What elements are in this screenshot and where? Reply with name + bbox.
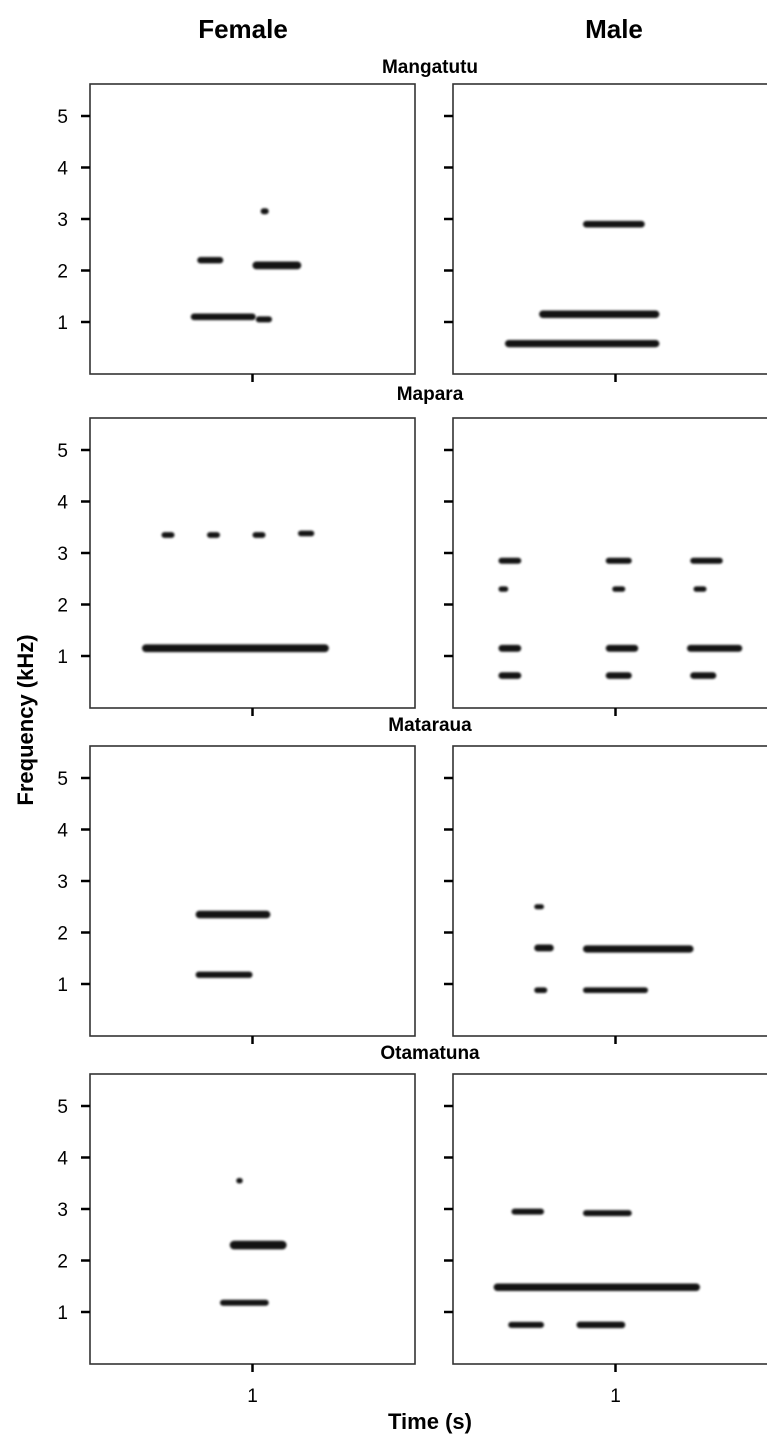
band-mangatutu-female-2 — [197, 257, 224, 264]
row-title-mapara: Mapara — [397, 384, 464, 405]
y-tick-label: 4 — [57, 159, 68, 180]
panel-frame — [89, 417, 416, 709]
y-tick-label: 3 — [57, 210, 68, 231]
band-mangatutu-male-2 — [583, 220, 645, 228]
y-tick-label: 1 — [57, 975, 68, 996]
band-mataraua-female-1 — [195, 971, 253, 978]
band-otamatuna-male-0 — [493, 1283, 700, 1292]
panel-frame — [89, 1073, 416, 1365]
band-otamatuna-male-1 — [511, 1208, 544, 1215]
band-mapara-male-11 — [693, 586, 707, 592]
y-tick-label: 1 — [57, 647, 68, 668]
y-tick-label: 4 — [57, 821, 68, 842]
band-mapara-male-3 — [498, 586, 509, 592]
band-mapara-female-2 — [207, 532, 220, 538]
row-title-mangatutu: Mangatutu — [382, 57, 478, 78]
panel-frame — [452, 1073, 767, 1365]
y-tick-label: 3 — [57, 544, 68, 565]
band-mataraua-male-3 — [583, 987, 648, 994]
band-mataraua-female-0 — [195, 910, 271, 919]
y-tick-label: 1 — [57, 313, 68, 334]
panel-mataraua-female: 1 2 3 4 5 — [57, 745, 416, 1044]
x-tick-label: 1 — [610, 1386, 621, 1407]
band-mataraua-male-4 — [534, 904, 544, 910]
band-mataraua-male-0 — [534, 944, 554, 952]
band-mapara-male-8 — [690, 672, 717, 679]
row-title-otamatuna: Otamatuna — [380, 1043, 480, 1064]
band-mataraua-male-2 — [534, 987, 548, 994]
band-mangatutu-female-0 — [190, 313, 256, 321]
band-mangatutu-male-1 — [539, 310, 660, 319]
band-otamatuna-female-2 — [236, 1177, 243, 1184]
y-axis-label: Frequency (kHz) — [13, 634, 38, 805]
band-mapara-male-9 — [687, 644, 743, 652]
panel-mangatutu-female: 1 2 3 4 5 — [57, 83, 416, 382]
y-tick-label: 1 — [57, 1303, 68, 1324]
panel-otamatuna-female: 1 2 3 4 5 1 — [57, 1073, 416, 1407]
band-mapara-female-4 — [298, 530, 315, 537]
panel-mataraua-male — [444, 745, 767, 1044]
band-mapara-male-7 — [612, 586, 626, 592]
y-tick-label: 3 — [57, 872, 68, 893]
band-mangatutu-male-0 — [505, 340, 660, 348]
panel-frame — [452, 83, 767, 375]
band-mapara-male-10 — [690, 557, 723, 564]
band-otamatuna-male-2 — [583, 1210, 632, 1217]
band-mangatutu-female-4 — [260, 208, 269, 215]
band-mapara-male-6 — [605, 557, 632, 564]
y-tick-label: 2 — [57, 262, 68, 283]
row-title-mataraua: Mataraua — [388, 715, 472, 736]
band-otamatuna-male-3 — [508, 1321, 544, 1328]
y-tick-label: 2 — [57, 1252, 68, 1273]
band-mataraua-male-1 — [583, 945, 694, 953]
y-tick-label: 5 — [57, 107, 68, 128]
band-mapara-male-0 — [498, 672, 522, 679]
y-tick-label: 4 — [57, 1149, 68, 1170]
band-otamatuna-female-1 — [220, 1299, 269, 1306]
band-mapara-female-3 — [252, 532, 266, 538]
panel-mapara-male — [444, 417, 767, 716]
column-title-male: Male — [585, 14, 643, 44]
y-tick-label: 5 — [57, 1097, 68, 1118]
panel-frame — [89, 83, 416, 375]
x-tick-label: 1 — [247, 1386, 258, 1407]
panel-otamatuna-male: 1 — [444, 1073, 767, 1407]
band-mangatutu-female-1 — [255, 316, 272, 323]
band-mapara-male-4 — [605, 672, 632, 679]
column-title-female: Female — [198, 14, 288, 44]
y-tick-label: 4 — [57, 493, 68, 514]
y-tick-label: 5 — [57, 441, 68, 462]
y-tick-label: 5 — [57, 769, 68, 790]
band-mapara-male-5 — [605, 644, 639, 652]
y-tick-label: 2 — [57, 924, 68, 945]
x-axis-label: Time (s) — [388, 1409, 472, 1434]
band-otamatuna-male-4 — [576, 1321, 626, 1329]
y-tick-label: 3 — [57, 1200, 68, 1221]
band-mapara-female-0 — [142, 644, 329, 653]
band-mapara-male-2 — [498, 557, 522, 564]
band-otamatuna-female-0 — [229, 1240, 287, 1250]
band-mapara-female-1 — [161, 532, 175, 538]
panel-frame — [89, 745, 416, 1037]
panel-mangatutu-male — [444, 83, 767, 382]
panel-grid: Mangatutu 1 2 3 4 5 Mapara 1 2 3 4 5 Mataraua 1 2 3 4 5 Ot… — [57, 57, 767, 1407]
band-mapara-male-1 — [498, 644, 522, 652]
panel-mapara-female: 1 2 3 4 5 — [57, 417, 416, 716]
band-mangatutu-female-3 — [252, 261, 302, 270]
y-tick-label: 2 — [57, 596, 68, 617]
